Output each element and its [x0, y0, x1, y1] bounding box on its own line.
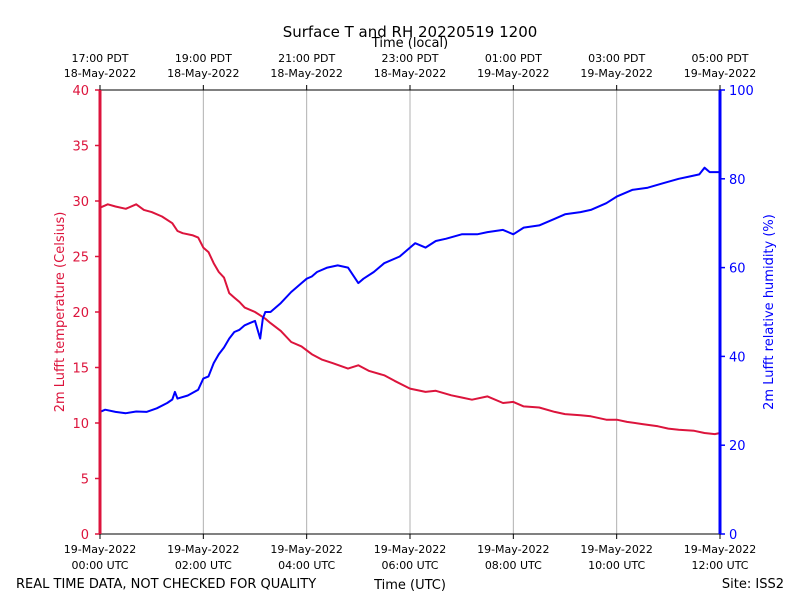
top-tick-date: 19-May-2022 — [477, 67, 549, 80]
bottom-tick-date: 19-May-2022 — [477, 543, 549, 556]
left-tick-label: 40 — [72, 84, 89, 99]
site-label: Site: ISS2 — [722, 577, 784, 592]
top-tick-date: 19-May-2022 — [684, 67, 756, 80]
quality-note: REAL TIME DATA, NOT CHECKED FOR QUALITY — [16, 577, 316, 592]
right-axis: 0 20 40 60 80 100 — [720, 84, 754, 543]
top-tick-date: 18-May-2022 — [64, 67, 136, 80]
left-axis: 0 5 10 15 20 25 30 35 40 — [72, 84, 100, 543]
chart-title: Surface T and RH 20220519 1200 — [283, 23, 538, 41]
top-tick-date: 18-May-2022 — [374, 67, 446, 80]
grid — [202, 90, 618, 534]
right-tick-label: 20 — [729, 439, 746, 454]
bottom-tick-time: 02:00 UTC — [175, 559, 232, 572]
bottom-tick-time: 10:00 UTC — [588, 559, 645, 572]
left-tick-label: 0 — [81, 528, 89, 543]
temperature-series-line — [99, 203, 721, 436]
left-tick-label: 5 — [81, 473, 89, 488]
bottom-tick-time: 08:00 UTC — [485, 559, 542, 572]
top-axis: 17:00 PDT 18-May-2022 19:00 PDT 18-May-2022… — [64, 52, 756, 90]
bottom-tick-date: 19-May-2022 — [167, 543, 239, 556]
top-axis-title: Time (local) — [371, 36, 448, 51]
top-tick-date: 18-May-2022 — [270, 67, 342, 80]
bottom-tick-time: 06:00 UTC — [381, 559, 438, 572]
right-tick-label: 80 — [729, 173, 746, 188]
right-tick-label: 0 — [729, 528, 737, 543]
right-tick-label: 40 — [729, 350, 746, 365]
bottom-tick-time: 12:00 UTC — [691, 559, 748, 572]
right-tick-label: 100 — [729, 84, 754, 99]
top-tick-time: 01:00 PDT — [485, 52, 542, 65]
bottom-tick-time: 00:00 UTC — [71, 559, 128, 572]
top-tick-date: 18-May-2022 — [167, 67, 239, 80]
humidity-series-line — [99, 166, 721, 415]
bottom-tick-date: 19-May-2022 — [580, 543, 652, 556]
top-tick-time: 05:00 PDT — [691, 52, 748, 65]
right-tick-label: 60 — [729, 262, 746, 277]
bottom-tick-date: 19-May-2022 — [270, 543, 342, 556]
series-layer — [99, 166, 721, 436]
right-axis-label: 2m Lufft relative humidity (%) — [762, 214, 777, 410]
left-tick-label: 20 — [72, 306, 89, 321]
left-tick-label: 35 — [72, 140, 89, 155]
bottom-tick-time: 04:00 UTC — [278, 559, 335, 572]
top-tick-time: 19:00 PDT — [175, 52, 232, 65]
left-axis-label: 2m Lufft temperature (Celsius) — [53, 212, 68, 413]
top-tick-time: 21:00 PDT — [278, 52, 335, 65]
top-tick-time: 23:00 PDT — [381, 52, 438, 65]
left-tick-label: 30 — [72, 195, 89, 210]
bottom-tick-date: 19-May-2022 — [64, 543, 136, 556]
left-tick-label: 25 — [72, 251, 89, 266]
left-tick-label: 10 — [72, 417, 89, 432]
top-tick-time: 03:00 PDT — [588, 52, 645, 65]
bottom-axis: 19-May-2022 00:00 UTC 19-May-2022 02:00 UTC… — [64, 534, 756, 572]
top-tick-date: 19-May-2022 — [580, 67, 652, 80]
x-axis-label: Time (UTC) — [373, 578, 446, 593]
left-tick-label: 15 — [72, 362, 89, 377]
top-tick-time: 17:00 PDT — [71, 52, 128, 65]
bottom-tick-date: 19-May-2022 — [374, 543, 446, 556]
bottom-tick-date: 19-May-2022 — [684, 543, 756, 556]
